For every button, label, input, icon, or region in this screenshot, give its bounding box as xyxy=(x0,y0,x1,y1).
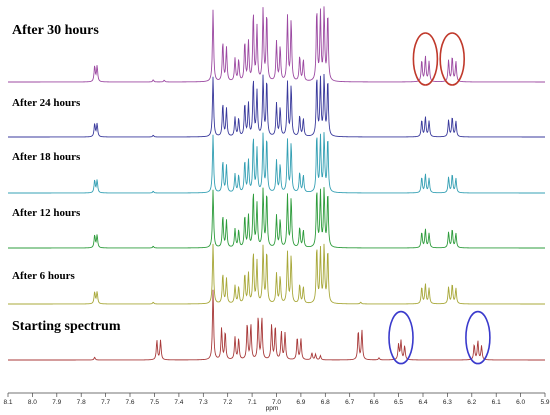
x-tick-label: 6.8 xyxy=(321,399,330,406)
x-tick-label: 6.3 xyxy=(443,399,452,406)
x-tick-label: 7.0 xyxy=(272,399,281,406)
x-tick-label: 8.0 xyxy=(28,399,37,406)
trace-after-30-hours xyxy=(8,6,545,83)
x-tick-label: 5.9 xyxy=(540,399,549,406)
highlight-ellipse-4 xyxy=(465,310,491,365)
x-tick-label: 7.6 xyxy=(125,399,134,406)
x-tick-label: 7.9 xyxy=(52,399,61,406)
x-tick-label: 8.1 xyxy=(3,399,12,406)
label-starting-spectrum: Starting spectrum xyxy=(12,319,121,334)
x-tick-label: 6.5 xyxy=(394,399,403,406)
label-after-6-hours: After 6 hours xyxy=(12,270,75,282)
x-axis-ticks: 8.1 8.0 7.9 7.8 7.7 7.6 7.5 7.4 7.3 7.2 7.1 7.0 6.9 6… xyxy=(3,393,550,406)
trace-after-12-hours xyxy=(8,187,545,249)
label-after-18-hours: After 18 hours xyxy=(12,151,81,163)
x-tick-label: 7.8 xyxy=(77,399,86,406)
highlight-ellipse-3 xyxy=(388,310,414,365)
x-axis-unit-label: ppm xyxy=(266,405,279,412)
trace-starting-spectrum xyxy=(8,289,545,361)
highlight-ellipse-2 xyxy=(439,32,466,86)
x-tick-label: 7.3 xyxy=(199,399,208,406)
label-after-24-hours: After 24 hours xyxy=(12,97,81,109)
label-after-30-hours: After 30 hours xyxy=(12,23,99,38)
ppm-axis: 8.1 8.0 7.9 7.8 7.7 7.6 7.5 7.4 7.3 7.2 7.1 7.0 6.9 6… xyxy=(3,392,550,412)
x-tick-label: 6.4 xyxy=(418,399,427,406)
x-tick-label: 7.1 xyxy=(248,399,257,406)
x-tick-label: 6.9 xyxy=(296,399,305,406)
trace-after-24-hours xyxy=(8,73,545,138)
spectrum-traces xyxy=(8,6,545,361)
x-tick-label: 6.2 xyxy=(467,399,476,406)
x-tick-label: 6.1 xyxy=(492,399,501,406)
trace-labels: After 30 hours After 24 hours After 18 hou… xyxy=(12,23,121,334)
x-tick-label: 7.7 xyxy=(101,399,110,406)
x-tick-label: 7.2 xyxy=(223,399,232,406)
x-tick-label: 7.5 xyxy=(150,399,159,406)
label-after-12-hours: After 12 hours xyxy=(12,207,81,219)
highlight-ellipses xyxy=(388,32,491,365)
x-tick-label: 6.6 xyxy=(370,399,379,406)
trace-after-6-hours xyxy=(8,243,545,305)
x-tick-label: 6.0 xyxy=(516,399,525,406)
x-tick-label: 6.7 xyxy=(345,399,354,406)
highlight-ellipse-1 xyxy=(412,32,439,86)
trace-after-18-hours xyxy=(8,132,545,194)
x-tick-label: 7.4 xyxy=(174,399,183,406)
